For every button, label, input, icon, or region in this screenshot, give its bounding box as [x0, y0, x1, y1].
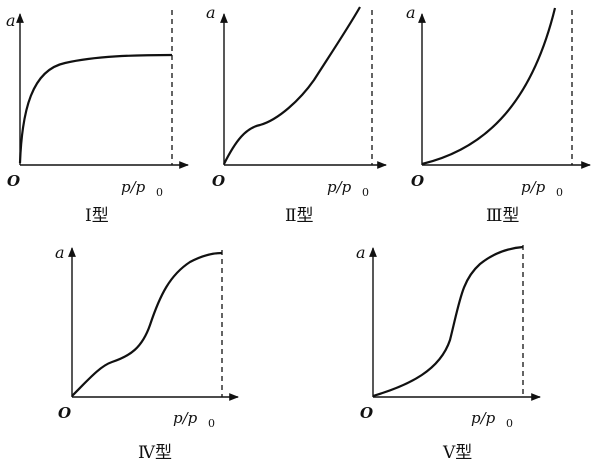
panel-caption: Ⅰ型	[85, 206, 109, 226]
y-axis-label: a	[406, 3, 416, 22]
origin-label: O	[360, 404, 373, 422]
panel-type-4: a O p/p 0 Ⅳ型	[55, 243, 239, 463]
x-axis-label: p/p	[327, 178, 352, 196]
y-axis-label: a	[356, 243, 366, 262]
isotherm-curve	[71, 251, 223, 397]
origin-label: O	[212, 172, 225, 190]
isotherm-curve	[18, 53, 173, 164]
origin-label: O	[411, 172, 424, 190]
panel-caption: Ⅲ型	[486, 206, 519, 226]
isotherm-curve	[223, 6, 361, 165]
panel-type-5: a O p/p 0 Ⅴ型	[356, 243, 541, 463]
isotherm-curve	[372, 245, 524, 398]
origin-label: O	[58, 404, 71, 422]
panel-type-3: a O p/p 0 Ⅲ型	[406, 3, 591, 226]
x-axis-label: p/p	[173, 409, 198, 427]
y-axis-label: a	[55, 243, 65, 262]
x-axis-label-subscript: 0	[362, 186, 369, 199]
isotherm-curve	[421, 7, 557, 166]
x-axis-label-subscript: 0	[506, 417, 513, 430]
x-axis-label: p/p	[121, 178, 146, 196]
origin-label: O	[7, 172, 20, 190]
panel-caption: Ⅱ型	[285, 206, 314, 226]
x-axis-label: p/p	[471, 409, 496, 427]
y-axis-label: a	[206, 3, 216, 22]
panel-caption: Ⅳ型	[138, 443, 172, 463]
panel-caption: Ⅴ型	[442, 443, 472, 463]
y-axis-label: a	[6, 11, 16, 30]
x-axis-label: p/p	[521, 178, 546, 196]
panel-type-1: a O p/p 0 Ⅰ型	[6, 10, 189, 226]
x-axis-label-subscript: 0	[556, 186, 563, 199]
x-axis-label-subscript: 0	[156, 186, 163, 199]
x-axis-label-subscript: 0	[208, 417, 215, 430]
panel-type-2: a O p/p 0 Ⅱ型	[206, 3, 387, 226]
